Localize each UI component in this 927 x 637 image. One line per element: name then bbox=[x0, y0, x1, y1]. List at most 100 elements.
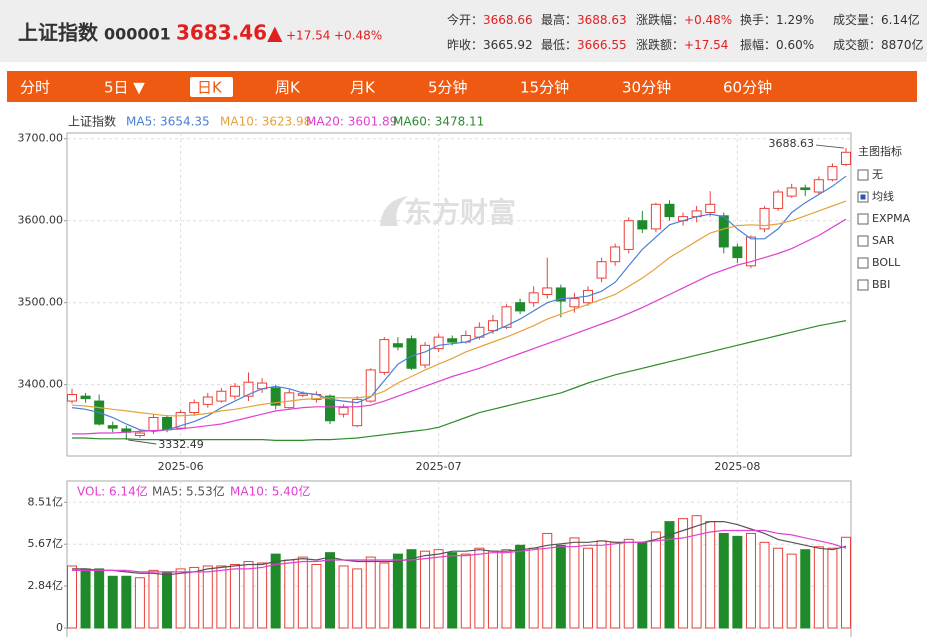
candle-body bbox=[175, 412, 186, 429]
candle-body bbox=[705, 203, 716, 214]
candle-body bbox=[433, 336, 444, 350]
stat-value: 3666.55 bbox=[577, 38, 627, 52]
volume-bar bbox=[107, 575, 118, 629]
candle-body bbox=[107, 425, 118, 429]
y-tick-label: 0 bbox=[56, 621, 63, 634]
annotation-arrow bbox=[815, 144, 845, 149]
volume-bar bbox=[650, 531, 661, 629]
volume-bar bbox=[515, 544, 526, 629]
y-tick-label: 5.67亿 bbox=[28, 537, 64, 550]
side-option: 均线 bbox=[872, 189, 894, 203]
stat: 涨跌幅：+0.48% bbox=[636, 12, 732, 27]
volume-bar bbox=[80, 568, 91, 629]
volume-bar bbox=[637, 541, 648, 629]
volume-bar bbox=[352, 568, 363, 629]
volume-bar bbox=[338, 565, 349, 629]
volume-bar bbox=[325, 552, 335, 629]
annotation-arrow bbox=[128, 439, 157, 445]
volume-bar bbox=[813, 546, 824, 629]
legend-entry: MA5: 5.53亿 bbox=[152, 484, 225, 499]
stat-label: 最高： bbox=[541, 12, 577, 27]
tab-bar bbox=[7, 71, 917, 102]
volume-bar bbox=[406, 549, 417, 629]
candle-body bbox=[800, 187, 811, 191]
volume-bar bbox=[705, 521, 716, 629]
volume-bar bbox=[189, 566, 200, 629]
candle-body bbox=[379, 339, 390, 373]
volume-bar bbox=[229, 563, 240, 629]
volume-bar bbox=[555, 544, 566, 629]
stat-label: 换手： bbox=[740, 13, 776, 27]
candle-body bbox=[623, 220, 634, 250]
tab: 60分钟 bbox=[723, 79, 772, 97]
tab: 周K bbox=[275, 79, 301, 97]
side-option: BBI bbox=[872, 278, 890, 291]
stat-label: 成交量： bbox=[833, 12, 881, 27]
side-option: EXPMA bbox=[872, 212, 911, 225]
candle-body bbox=[610, 246, 621, 263]
volume-bar bbox=[691, 515, 702, 629]
x-tick-label: 2025-08 bbox=[714, 460, 760, 473]
volume-bar bbox=[678, 518, 689, 629]
stat: 振幅：0.60% bbox=[740, 37, 814, 52]
volume-bar bbox=[121, 575, 132, 629]
volume-bar bbox=[284, 559, 295, 629]
watermark-logo bbox=[380, 196, 408, 226]
stat: 换手：1.29% bbox=[740, 13, 814, 27]
candle-body bbox=[813, 179, 824, 193]
candle-body bbox=[664, 203, 675, 218]
volume-bar bbox=[392, 553, 403, 629]
y-tick-label: 2.84亿 bbox=[28, 579, 64, 592]
candle-body bbox=[501, 306, 512, 328]
candle-body bbox=[338, 407, 349, 415]
stat-value: 6.14亿 bbox=[881, 12, 920, 27]
volume-bar bbox=[841, 536, 851, 629]
side-option: BOLL bbox=[872, 256, 901, 269]
candle-body bbox=[216, 390, 227, 402]
candle-body bbox=[270, 387, 281, 406]
volume-bar bbox=[773, 547, 784, 629]
stat-value: 8870亿 bbox=[881, 37, 924, 52]
candle-body bbox=[786, 187, 797, 197]
x-tick-label: 2025-06 bbox=[158, 460, 204, 473]
y-tick-label: 3500.00 bbox=[18, 296, 64, 309]
tab: 日K bbox=[197, 79, 223, 97]
checkbox bbox=[857, 279, 869, 291]
ma-line bbox=[71, 175, 847, 433]
annotation: 3688.63 bbox=[769, 137, 815, 150]
stat-label: 涨跌额： bbox=[636, 37, 684, 52]
volume-bar bbox=[827, 547, 838, 629]
volume-bar bbox=[745, 532, 756, 629]
candle-body bbox=[67, 394, 77, 402]
volume-bar bbox=[610, 541, 621, 629]
tab: 5日 ▼ bbox=[104, 79, 145, 97]
stat-value: +0.48% bbox=[684, 13, 732, 27]
candle-body bbox=[189, 402, 200, 414]
main-frame bbox=[66, 132, 852, 457]
candle-body bbox=[650, 203, 661, 230]
legend-entry: MA5: 3654.35 bbox=[126, 115, 210, 129]
candle-body bbox=[365, 369, 376, 402]
side-option: 无 bbox=[872, 168, 883, 181]
candle-body bbox=[841, 151, 851, 165]
stat-value: 3665.92 bbox=[483, 38, 533, 52]
legend-entry: MA60: 3478.11 bbox=[393, 115, 484, 129]
legend-entry: MA10: 3623.98 bbox=[220, 115, 311, 129]
stat: 涨跌额：+17.54 bbox=[636, 37, 728, 52]
candle-body bbox=[406, 338, 417, 369]
volume-bar bbox=[596, 540, 607, 629]
stat-value: 3668.66 bbox=[483, 13, 533, 27]
checkbox bbox=[857, 169, 869, 181]
volume-bar bbox=[718, 532, 729, 629]
candle-body bbox=[392, 343, 403, 348]
chart-title: 上证指数 bbox=[68, 114, 116, 129]
header-bg bbox=[0, 0, 927, 62]
candle-body bbox=[759, 207, 770, 230]
volume-bar bbox=[487, 550, 498, 629]
y-tick-label: 3700.00 bbox=[18, 132, 64, 145]
x-tick-label: 2025-07 bbox=[416, 460, 462, 473]
legend-entry: VOL: 6.14亿 bbox=[77, 484, 148, 499]
candle-body bbox=[325, 395, 335, 422]
candle-body bbox=[773, 191, 784, 209]
